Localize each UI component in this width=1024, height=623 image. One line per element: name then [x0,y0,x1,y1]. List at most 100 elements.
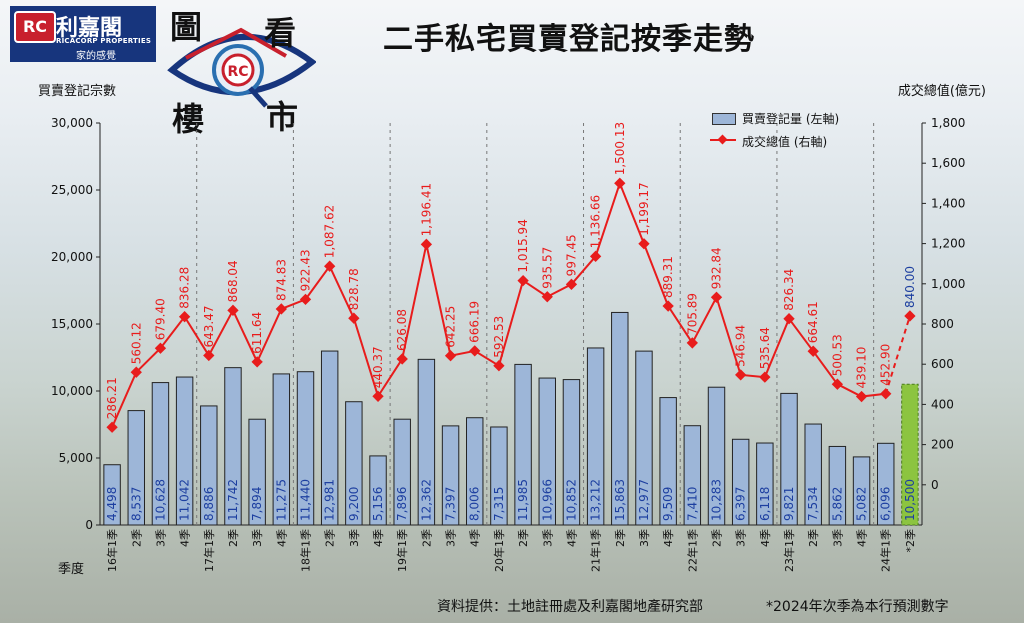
bar-value-label: 10,852 [564,479,578,521]
bar [611,311,629,526]
bar [780,392,798,526]
bar [514,363,532,526]
forecast-line [884,315,911,395]
x-tick-label: 4季 [372,529,385,547]
bar [103,464,121,526]
line-value-label: 932.84 [710,247,724,289]
right-axis-title: 成交總值(億元) [897,84,986,99]
source-note: 資料提供：土地註冊處及利嘉閣地產研究部 [437,599,703,615]
bar [877,442,895,526]
line-point [444,350,457,362]
bar [151,382,170,526]
svg-text:RC: RC [227,64,248,80]
line-point [759,371,771,383]
line-value-label: 705.89 [685,293,699,335]
line-value-label: 1,199.17 [637,182,651,235]
company-logo: RC 利嘉閣 RICACORP PROPERTIES 家的感覺 [10,6,156,62]
line-point [517,274,529,287]
x-tick-label: 18年1季 [299,529,313,572]
bar-value-label: 11,985 [516,479,530,521]
x-tick-label: 4季 [469,529,482,547]
bar [731,438,750,526]
bar [175,376,194,526]
bar-value-label: 11,275 [274,479,288,521]
line-point [154,342,167,354]
line-value-label: 666.19 [468,301,482,343]
seal-char-1: 圖 [170,8,203,46]
bar-value-label: 11,440 [299,479,313,521]
line-point [324,260,336,272]
seal-char-4: 市 [266,98,299,136]
x-tick-label: 3季 [348,529,361,547]
x-tick-label: 4季 [662,529,675,547]
bar-value-label: 13,212 [589,479,603,521]
bar [586,347,605,526]
left-tick-label: 10,000 [51,384,93,398]
line-point [783,313,795,325]
bar [224,367,242,526]
bar-value-label: 8,886 [202,487,216,521]
x-tick-label: 2季 [324,529,337,547]
bar [417,358,436,526]
bar-value-label: 6,118 [758,487,772,521]
bar-value-label: 15,863 [613,479,627,521]
line-value-label: 440.37 [371,346,385,388]
x-tick-label: 2季 [711,529,724,547]
left-axis-title: 買賣登記宗數 [38,84,117,99]
bar [852,456,871,526]
line-point [880,388,892,400]
seal-char-2: 看 [264,14,297,52]
bar-value-label: 5,862 [830,487,844,521]
line-point [855,390,868,403]
line-value-label: 500.53 [830,334,844,376]
bar-value-label: 7,896 [395,487,409,521]
bar [466,417,484,526]
forecast-note: *2024年次季為本行預測數字 [766,599,949,615]
bar [127,410,145,526]
x-tick-label: 19年1季 [395,529,409,572]
line-value-label: 535.64 [758,327,772,369]
bar-value-label: 7,315 [492,487,506,521]
bar [490,426,508,526]
bar-value-label: 12,981 [323,479,337,521]
bar-value-label: 5,156 [371,487,385,521]
bar-value-label: 6,096 [879,487,893,521]
bar [659,397,677,526]
bar [635,350,653,526]
x-tick-label: 3季 [831,529,844,547]
x-tick-label: 4季 [856,529,869,547]
line-value-label: 874.83 [274,259,288,301]
line-point [396,353,408,365]
left-tick-label: 5,000 [59,451,93,465]
x-tick-label: 24年1季 [879,529,893,572]
legend-line-swatch [710,134,736,145]
legend: 買賣登記量 (左軸) 成交總值 (右軸) [702,108,872,154]
line-value-label: 1,136.66 [589,195,603,248]
x-tick-label: 2季 [807,529,820,547]
right-tick-label: 200 [931,438,954,452]
x-tick-label: 4季 [565,529,578,547]
x-tick-label: 17年1季 [202,529,216,572]
line-value-label: 1,015.94 [516,219,530,272]
bar [248,418,266,526]
bar [828,445,847,526]
legend-bar-label: 買賣登記量 (左軸) [742,112,840,126]
line-point [565,278,578,290]
line-point [348,312,360,324]
x-tick-label: 2季 [517,529,530,547]
bar [901,383,919,526]
bar-value-label: 10,283 [710,479,724,521]
line-value-label: 643.47 [202,305,216,347]
bar-value-label: 5,082 [855,487,869,521]
x-tick-label: 3季 [154,529,167,547]
x-tick-label: 2季 [227,529,240,547]
bar [369,455,387,526]
bar-value-label: 11,742 [226,479,240,521]
bar-value-label: 9,200 [347,487,361,521]
line-point [275,303,287,315]
x-tick-label: *2季 [904,529,917,553]
x-tick-label: 16年1季 [105,529,119,572]
line-value-label: 889.31 [661,256,675,298]
line-value-label: 1,500.13 [613,122,627,175]
bar [393,418,411,526]
